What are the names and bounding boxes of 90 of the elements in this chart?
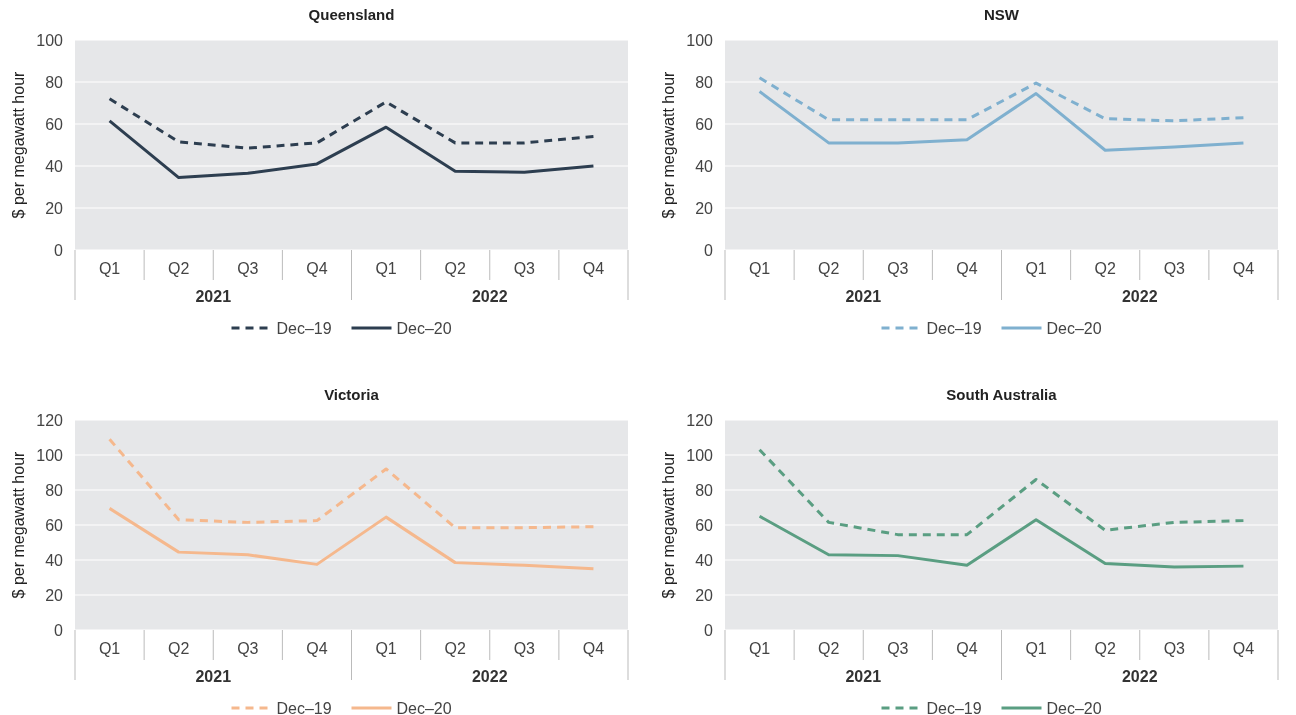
legend-label: Dec–19 [926, 319, 982, 337]
line-series [108, 506, 595, 571]
x-tick-label: Q4 [306, 640, 328, 657]
y-tick-label: 120 [686, 411, 714, 429]
line-series [758, 89, 1245, 152]
y-tick-label: 0 [54, 241, 64, 259]
y-tick-label: 100 [36, 446, 64, 464]
chart-title: Victoria [324, 386, 380, 403]
x-tick-label: Q4 [956, 260, 978, 277]
legend-label: Dec–19 [276, 319, 332, 337]
y-tick-label: 60 [45, 516, 64, 534]
text: 2021 [195, 288, 232, 305]
y-tick-label: 80 [695, 481, 714, 499]
x-tick-label: Q4 [1232, 260, 1255, 277]
y-tick-label: 60 [695, 516, 714, 534]
x-tick-label: Q1 [748, 640, 771, 657]
legend-label: Dec–19 [926, 699, 982, 715]
legend-label: Dec–20 [1046, 699, 1102, 715]
x-tick-label: Q3 [887, 640, 909, 657]
line-series [108, 119, 595, 180]
text: 2021 [845, 668, 882, 685]
x-tick-label: Q4 [582, 640, 605, 657]
y-tick-label: 20 [695, 586, 714, 604]
x-tick-label: Q1 [375, 260, 397, 277]
y-tick-label: 80 [695, 73, 714, 91]
y-tick-label: 80 [45, 481, 64, 499]
y-tick-label: 0 [54, 621, 64, 639]
x-tick-label: Q4 [582, 260, 605, 277]
x-tick-label: Q3 [237, 260, 259, 277]
x-tick-label: Q2 [168, 260, 190, 277]
chart-title: South Australia [946, 386, 1058, 403]
x-tick-label: Q2 [1094, 640, 1116, 657]
y-tick-label: 80 [45, 73, 64, 91]
x-tick-label: Q3 [1163, 260, 1186, 277]
x-tick-label: Q4 [956, 640, 978, 657]
x-tick-label: Q3 [513, 640, 536, 657]
x-tick-label: Q2 [818, 640, 840, 657]
line-series [758, 76, 1245, 123]
x-tick-label: Q2 [1094, 260, 1116, 277]
x-tick-label: Q1 [98, 640, 121, 657]
y-tick-label: 60 [695, 115, 714, 133]
x-tick-label: Q1 [748, 260, 771, 277]
x-tick-label: Q2 [818, 260, 840, 277]
chart-title: Queensland [308, 6, 395, 23]
y-tick-label: 100 [36, 31, 64, 49]
y-tick-label: 40 [695, 157, 714, 175]
x-tick-label: Q1 [98, 260, 121, 277]
x-tick-label: Q3 [513, 260, 536, 277]
legend-label: Dec–20 [396, 319, 452, 337]
legend-label: Dec–20 [1046, 319, 1102, 337]
text: 2022 [1121, 668, 1158, 685]
chart-title: NSW [984, 6, 1020, 23]
y-tick-label: 40 [695, 551, 714, 569]
y-axis-title: $ per megawatt hour [10, 450, 27, 599]
x-tick-label: Q4 [1232, 640, 1255, 657]
y-tick-label: 100 [686, 446, 714, 464]
x-tick-label: Q3 [887, 260, 909, 277]
x-tick-label: Q3 [1163, 640, 1186, 657]
x-tick-label: Q2 [444, 260, 466, 277]
x-tick-label: Q1 [1025, 640, 1047, 657]
x-tick-label: Q2 [444, 640, 466, 657]
y-tick-label: 120 [36, 411, 64, 429]
x-tick-label: Q3 [237, 640, 259, 657]
x-tick-label: Q1 [1025, 260, 1047, 277]
text: 2022 [471, 288, 508, 305]
y-tick-label: 60 [45, 115, 64, 133]
line-series [758, 448, 1245, 537]
text: 2021 [195, 668, 232, 685]
line-series [758, 514, 1245, 569]
x-tick-label: Q4 [306, 260, 328, 277]
text: 2022 [471, 668, 508, 685]
x-tick-label: Q2 [168, 640, 190, 657]
y-tick-label: 40 [45, 551, 64, 569]
line-series [108, 97, 595, 150]
y-tick-label: 0 [704, 241, 714, 259]
line-series [108, 437, 595, 530]
y-tick-label: 40 [45, 157, 64, 175]
legend-label: Dec–20 [396, 699, 452, 715]
text: 2022 [1121, 288, 1158, 305]
y-axis-title: $ per megawatt hour [10, 70, 27, 219]
x-tick-label: Q1 [375, 640, 397, 657]
y-tick-label: 100 [686, 31, 714, 49]
y-axis-title: $ per megawatt hour [660, 450, 677, 599]
y-tick-label: 0 [704, 621, 714, 639]
y-tick-label: 20 [45, 586, 64, 604]
y-tick-label: 20 [45, 199, 64, 217]
y-axis-title: $ per megawatt hour [660, 70, 677, 219]
legend-label: Dec–19 [276, 699, 332, 715]
text: 2021 [845, 288, 882, 305]
y-tick-label: 20 [695, 199, 714, 217]
